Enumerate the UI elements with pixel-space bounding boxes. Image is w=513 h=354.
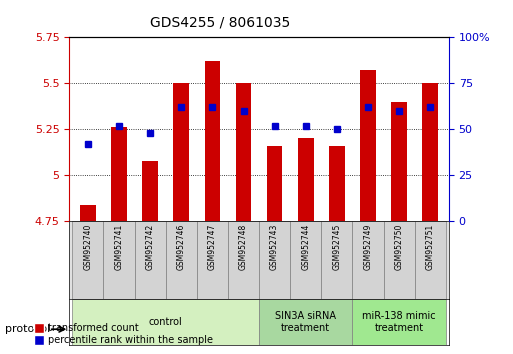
Text: GSM952747: GSM952747 [208, 224, 217, 270]
Text: GSM952744: GSM952744 [301, 224, 310, 270]
Text: control: control [149, 317, 183, 327]
Bar [298, 138, 313, 221]
Text: GSM952746: GSM952746 [177, 224, 186, 270]
Bar [259, 221, 290, 299]
Bar [321, 221, 352, 299]
Bar [259, 299, 352, 345]
Text: GSM952743: GSM952743 [270, 224, 279, 270]
Text: GDS4255 / 8061035: GDS4255 / 8061035 [150, 16, 291, 30]
Text: GSM952751: GSM952751 [426, 224, 435, 270]
Bar [80, 205, 96, 221]
Bar [228, 221, 259, 299]
Bar [360, 70, 376, 221]
Bar [166, 221, 197, 299]
Text: GSM952748: GSM952748 [239, 224, 248, 270]
Bar [197, 221, 228, 299]
Bar [422, 83, 438, 221]
Bar [72, 299, 259, 345]
Bar [415, 221, 446, 299]
Bar [143, 160, 158, 221]
Text: GSM952749: GSM952749 [364, 224, 372, 270]
Text: miR-138 mimic
treatment: miR-138 mimic treatment [362, 311, 436, 333]
Bar [72, 221, 104, 299]
Text: GSM952740: GSM952740 [84, 224, 92, 270]
Legend: transformed count, percentile rank within the sample: transformed count, percentile rank withi… [30, 319, 217, 349]
Bar [205, 61, 220, 221]
Text: GSM952741: GSM952741 [114, 224, 124, 270]
Text: GSM952745: GSM952745 [332, 224, 341, 270]
Bar [173, 83, 189, 221]
Text: GSM952750: GSM952750 [394, 224, 404, 270]
Bar [391, 102, 407, 221]
Bar [352, 299, 446, 345]
Text: GSM952742: GSM952742 [146, 224, 154, 270]
Bar [134, 221, 166, 299]
Bar [352, 221, 384, 299]
Text: protocol: protocol [5, 324, 50, 334]
Bar [384, 221, 415, 299]
Bar [267, 146, 282, 221]
Bar [111, 127, 127, 221]
Bar [236, 83, 251, 221]
Bar [329, 146, 345, 221]
Text: SIN3A siRNA
treatment: SIN3A siRNA treatment [275, 311, 336, 333]
Bar [104, 221, 134, 299]
Bar [290, 221, 321, 299]
